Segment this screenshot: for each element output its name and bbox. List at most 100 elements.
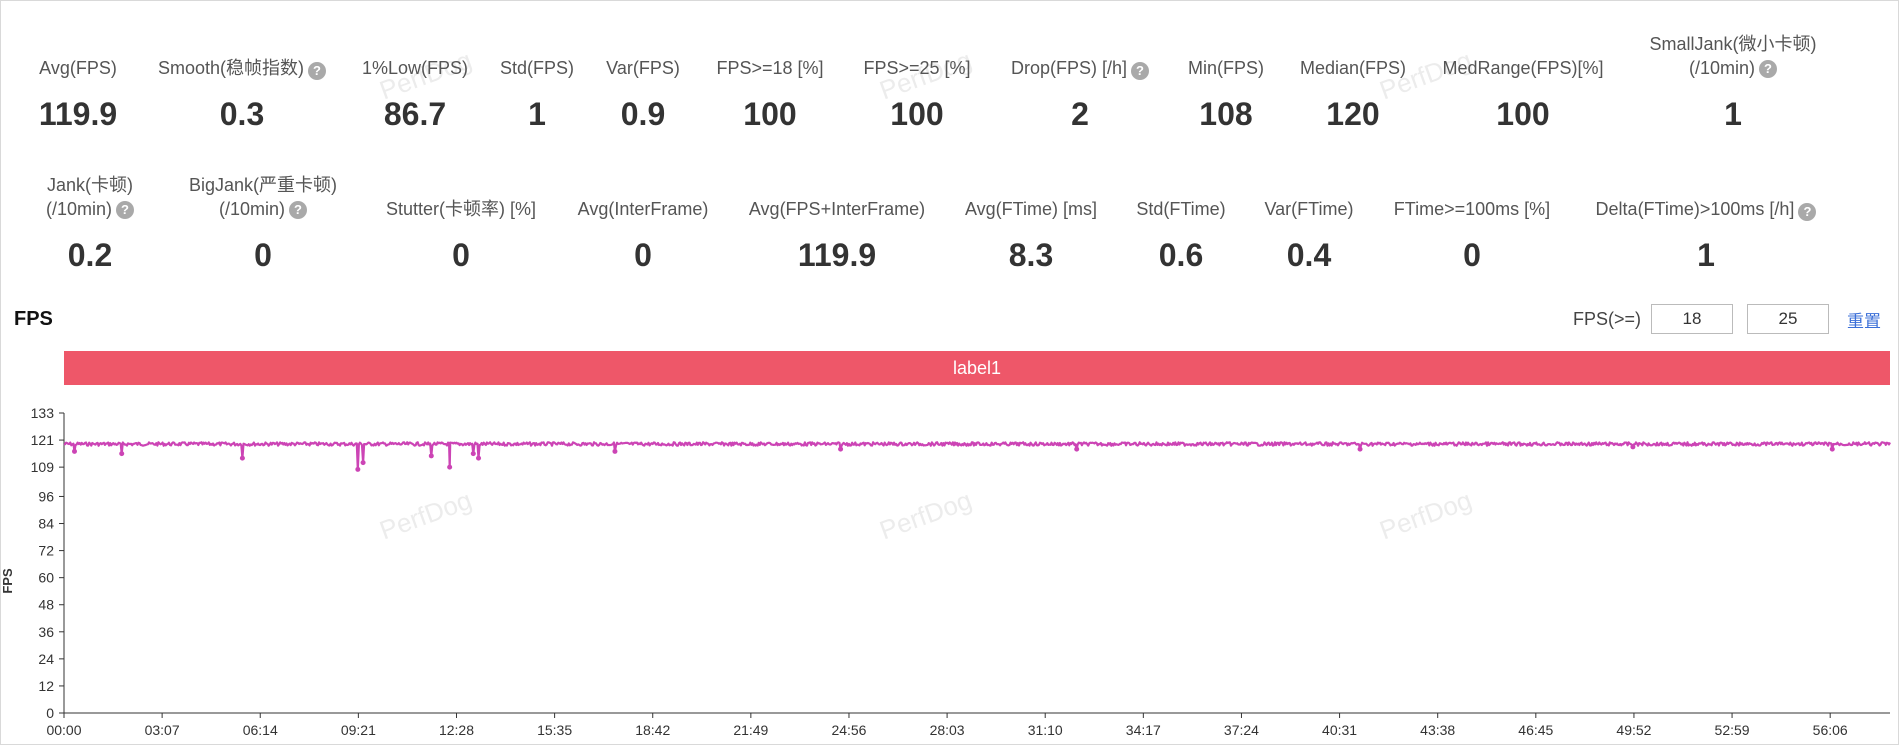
label-bar[interactable]: label1 — [64, 351, 1890, 385]
metric-label: Avg(FTime) [ms] — [964, 199, 1097, 219]
metric-value: 0.2 — [67, 237, 113, 273]
fps-threshold-controls: FPS(>=) 重置 — [1573, 303, 1881, 335]
x-tick-label: 12:28 — [439, 722, 474, 738]
fps-dip-point — [838, 446, 844, 452]
metric-fps-ge-18: FPS>=18 [%] 100 — [680, 20, 860, 132]
x-tick-label: 37:24 — [1224, 722, 1259, 738]
x-tick-label: 06:14 — [243, 722, 278, 738]
fps-dip-point — [360, 460, 366, 466]
x-tick-label: 28:03 — [930, 722, 965, 738]
x-tick-label: 52:59 — [1715, 722, 1750, 738]
metric-value: 0 — [1463, 237, 1481, 273]
fps-dip-point — [239, 455, 245, 461]
metric-value: 1 — [1697, 237, 1715, 273]
metric-avg-interframe: Avg(InterFrame) 0 — [553, 161, 733, 273]
x-tick-label: 56:06 — [1813, 722, 1848, 738]
y-tick-label: 72 — [38, 543, 54, 559]
fps-dip-point — [612, 448, 618, 454]
help-icon[interactable]: ? — [289, 201, 307, 220]
metric-value: 8.3 — [1008, 237, 1054, 273]
threshold-input-1[interactable] — [1651, 304, 1733, 334]
metric-label: Median(FPS) — [1299, 58, 1407, 78]
x-tick-label: 15:35 — [537, 722, 572, 738]
metric-min-fps: Min(FPS) 108 — [1136, 20, 1316, 132]
y-tick-label: 0 — [46, 705, 54, 721]
metric-value: 119.9 — [38, 96, 118, 132]
threshold-label: FPS(>=) — [1572, 308, 1641, 329]
y-tick-label: 84 — [38, 516, 54, 532]
reset-link[interactable]: 重置 — [1847, 311, 1881, 331]
metric-jank: Jank(卡顿) (/10min)? 0.2 — [0, 161, 180, 273]
metric-value: 0 — [452, 237, 470, 273]
metric-delta-ftime: Delta(FTime)>100ms [/h]? 1 — [1586, 161, 1826, 273]
metric-var-fps: Var(FPS) 0.9 — [553, 20, 733, 132]
metric-label: Jank(卡顿) — [46, 175, 133, 195]
fps-dip-point — [447, 464, 453, 470]
x-tick-label: 31:10 — [1028, 722, 1063, 738]
metric-label: Var(FPS) — [606, 58, 680, 78]
x-tick-label: 21:49 — [733, 722, 768, 738]
metric-label-unit: (/10min) — [218, 199, 285, 219]
y-tick-label: 109 — [31, 459, 55, 475]
metric-label: SmallJank(微小卡顿) — [1649, 34, 1817, 54]
fps-dip-point — [355, 466, 361, 472]
y-tick-label: 36 — [38, 624, 54, 640]
x-tick-label: 03:07 — [145, 722, 180, 738]
help-icon[interactable]: ? — [1131, 62, 1150, 80]
metric-std-ftime: Std(FTime) 0.6 — [1091, 161, 1271, 273]
x-tick-label: 34:17 — [1126, 722, 1161, 738]
metric-value: 100 — [890, 96, 944, 132]
metric-label: Min(FPS) — [1188, 58, 1264, 78]
fps-dip-point — [1074, 446, 1080, 452]
metric-label: Drop(FPS) [/h] — [1010, 58, 1128, 78]
help-icon[interactable]: ? — [1798, 203, 1817, 221]
fps-dip-point — [1829, 446, 1835, 452]
fps-dip-point — [1630, 444, 1636, 450]
x-tick-label: 40:31 — [1322, 722, 1357, 738]
x-tick-label: 46:45 — [1518, 722, 1553, 738]
metric-1pct-low: 1%Low(FPS) 86.7 — [325, 20, 505, 132]
metric-label: Avg(FPS+InterFrame) — [748, 199, 926, 219]
fps-dip-point — [71, 448, 77, 454]
metric-var-ftime: Var(FTime) 0.4 — [1219, 161, 1399, 273]
metric-value: 1 — [528, 96, 546, 132]
metric-label-unit: (/10min) — [45, 199, 112, 219]
metric-label: Smooth(稳帧指数) — [157, 58, 305, 78]
metric-label: Avg(FPS) — [39, 58, 117, 78]
section-title: FPS — [14, 308, 53, 330]
y-tick-label: 60 — [38, 570, 54, 586]
help-icon[interactable]: ? — [308, 62, 327, 80]
metrics-row-1: Avg(FPS) 119.9 Smooth(稳帧指数)? 0.3 1%Low(F… — [0, 20, 1899, 140]
x-tick-label: 18:42 — [635, 722, 670, 738]
help-icon[interactable]: ? — [116, 201, 134, 220]
x-tick-label: 00:00 — [46, 722, 81, 738]
metric-avg-fps: Avg(FPS) 119.9 — [0, 20, 168, 132]
metric-label: Delta(FTime)>100ms [/h] — [1595, 199, 1795, 219]
metric-value: 0 — [254, 237, 272, 273]
fps-series-line — [63, 441, 1891, 471]
metric-label: Avg(InterFrame) — [577, 199, 709, 219]
metric-fps-ge-25: FPS>=25 [%] 100 — [827, 20, 1007, 132]
y-tick-label: 24 — [38, 651, 54, 667]
metric-value: 100 — [1496, 96, 1550, 132]
fps-dip-point — [119, 451, 125, 457]
metric-avg-ftime: Avg(FTime) [ms] 8.3 — [941, 161, 1121, 273]
metric-smooth: Smooth(稳帧指数)? 0.3 — [152, 20, 332, 132]
metric-label: Stutter(卡顿率) [%] — [385, 199, 537, 219]
metric-value: 0.6 — [1158, 237, 1204, 273]
x-tick-label: 24:56 — [831, 722, 866, 738]
fps-chart: 0 12 24 36 48 60 72 84 96 109 121 133 FPS 00:00 03:07 0… — [0, 405, 1891, 738]
metric-label: Var(FTime) — [1264, 199, 1354, 219]
metric-label: FPS>=25 [%] — [863, 58, 971, 78]
help-icon[interactable]: ? — [1759, 60, 1777, 79]
y-tick-label: 12 — [38, 678, 54, 694]
metric-value: 1 — [1724, 96, 1742, 132]
metric-value: 108 — [1199, 96, 1253, 132]
threshold-input-2[interactable] — [1747, 304, 1829, 334]
metric-label: FTime>=100ms [%] — [1393, 199, 1551, 219]
metric-label: BigJank(严重卡顿) — [188, 175, 338, 195]
metric-drop-fps: Drop(FPS) [/h]? 2 — [990, 20, 1170, 132]
fps-dip-point — [470, 451, 476, 457]
metric-label-unit: (/10min) — [1688, 58, 1755, 78]
metric-value: 0.9 — [620, 96, 666, 132]
